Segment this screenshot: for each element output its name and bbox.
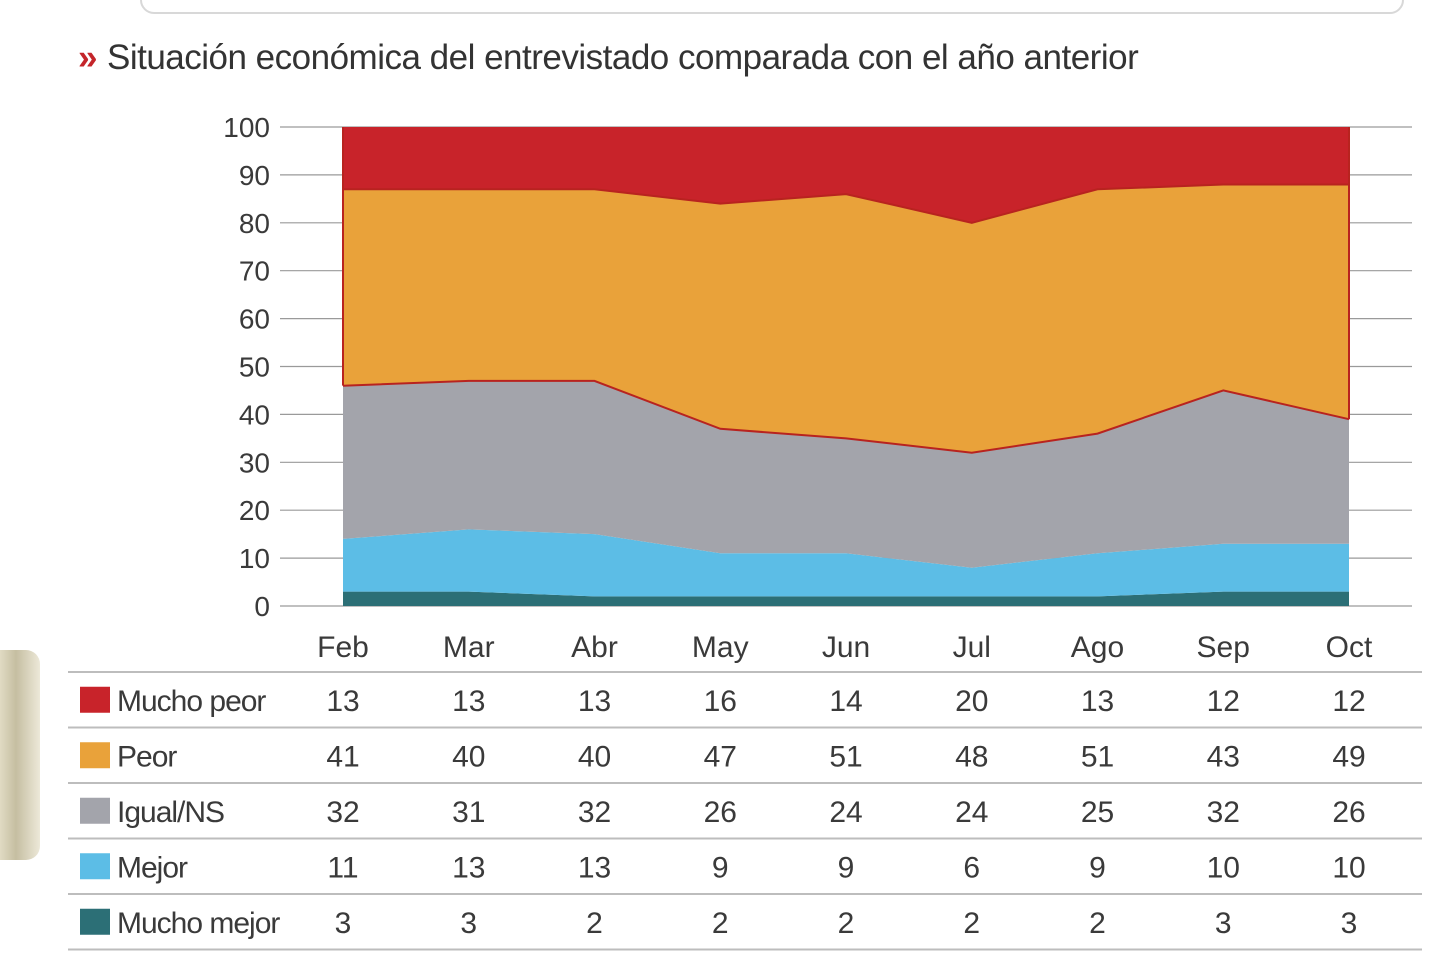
chart-title: » Situación económica del entrevistado co… [78,38,1139,78]
x-tick-label: Feb [317,631,369,664]
table-row-mucho_peor: Mucho peor 13 13 13 16 14 20 13 12 12 [80,685,1366,718]
table-row-mejor: Mejor 11 13 13 9 9 6 9 10 10 [80,851,1366,884]
data-label: 40 [578,740,611,773]
data-label: 13 [578,851,611,884]
data-label: 13 [326,685,359,718]
y-tick-label: 0 [254,591,270,622]
data-label: 10 [1332,851,1365,884]
data-label: 10 [1207,851,1240,884]
y-tick-label: 50 [239,352,270,383]
legend-swatch-mucho_mejor [80,908,110,935]
data-label: 48 [955,740,988,773]
legend-swatch-igual_ns [80,797,110,824]
legend-swatch-mucho_peor [80,686,110,713]
data-label: 2 [963,907,980,940]
legend-swatch-peor [80,742,110,769]
row-label: Peor [117,740,177,773]
data-label: 2 [712,907,729,940]
data-table: Mucho peor 13 13 13 16 14 20 13 12 12 Peor 41 40 40 47… [68,671,1422,951]
y-tick-label: 20 [239,495,270,526]
data-label: 25 [1081,796,1114,829]
y-tick-label: 30 [239,447,270,478]
y-tick-label: 10 [239,543,270,574]
x-tick-label: Oct [1326,631,1373,664]
peor-boundary-lower [342,379,1350,454]
y-axis: 0 10 20 30 40 50 60 70 80 90 100 [223,112,270,622]
x-axis: Feb Mar Abr May Jun Jul Ago Sep Oct [317,631,1373,664]
x-tick-label: Jul [953,631,991,664]
title-marker: » [78,38,97,77]
data-label: 13 [578,685,611,718]
data-label: 13 [1081,685,1114,718]
title-text: Situación económica del entrevistado com… [106,38,1139,77]
data-label: 3 [1215,907,1232,940]
data-label: 32 [326,796,359,829]
data-label: 31 [452,796,485,829]
data-label: 40 [452,740,485,773]
area-series [342,127,1350,606]
data-label: 2 [838,907,855,940]
data-label: 14 [829,685,862,718]
x-tick-label: Ago [1071,631,1124,664]
data-label: 20 [955,685,988,718]
x-tick-label: May [692,631,749,664]
data-label: 51 [1081,740,1114,773]
data-label: 3 [335,907,352,940]
table-row-peor: Peor 41 40 40 47 51 48 51 43 49 [80,740,1366,773]
data-label: 43 [1207,740,1240,773]
data-label: 47 [704,740,737,773]
area-mejor [343,529,1349,597]
data-label: 32 [1207,796,1240,829]
row-label: Mucho mejor [117,907,280,940]
data-label: 16 [704,685,737,718]
table-row-mucho_mejor: Mucho mejor 3 3 2 2 2 2 2 3 3 [80,907,1357,940]
data-label: 24 [829,796,862,829]
data-label: 3 [460,907,477,940]
data-label: 9 [1089,851,1106,884]
data-label: 41 [326,740,359,773]
data-label: 6 [963,851,980,884]
data-label: 49 [1332,740,1365,773]
x-tick-label: Sep [1197,631,1250,664]
row-label: Igual/NS [117,796,224,829]
area-mucho_peor [343,127,1349,223]
legend-swatch-mejor [80,853,110,880]
area-igual_ns [343,380,1349,568]
data-label: 13 [452,851,485,884]
area-mucho_mejor [343,591,1349,606]
y-tick-label: 40 [239,399,270,430]
data-label: 2 [586,907,603,940]
data-label: 13 [452,685,485,718]
data-label: 9 [838,851,855,884]
area-peor [343,184,1349,453]
data-label: 2 [1089,907,1106,940]
row-label: Mucho peor [117,685,266,718]
row-label: Mejor [117,851,188,884]
y-tick-label: 90 [239,160,270,191]
data-label: 26 [704,796,737,829]
y-tick-label: 100 [223,112,270,143]
data-label: 51 [829,740,862,773]
data-label: 9 [712,851,729,884]
data-label: 12 [1207,685,1240,718]
data-label: 24 [955,796,988,829]
peor-boundary-upper [343,183,1349,224]
x-tick-label: Mar [443,631,495,664]
y-tick-label: 60 [239,304,270,335]
data-label: 12 [1332,685,1365,718]
banknote-image [0,650,40,860]
table-row-igual_ns: Igual/NS 32 31 32 26 24 24 25 32 26 [80,796,1366,829]
y-tick-label: 70 [239,256,270,287]
data-label: 3 [1341,907,1358,940]
data-label: 11 [327,851,358,884]
x-tick-label: Jun [822,631,870,664]
data-label: 26 [1332,796,1365,829]
y-tick-label: 80 [239,208,270,239]
data-label: 32 [578,796,611,829]
x-tick-label: Abr [571,631,618,664]
